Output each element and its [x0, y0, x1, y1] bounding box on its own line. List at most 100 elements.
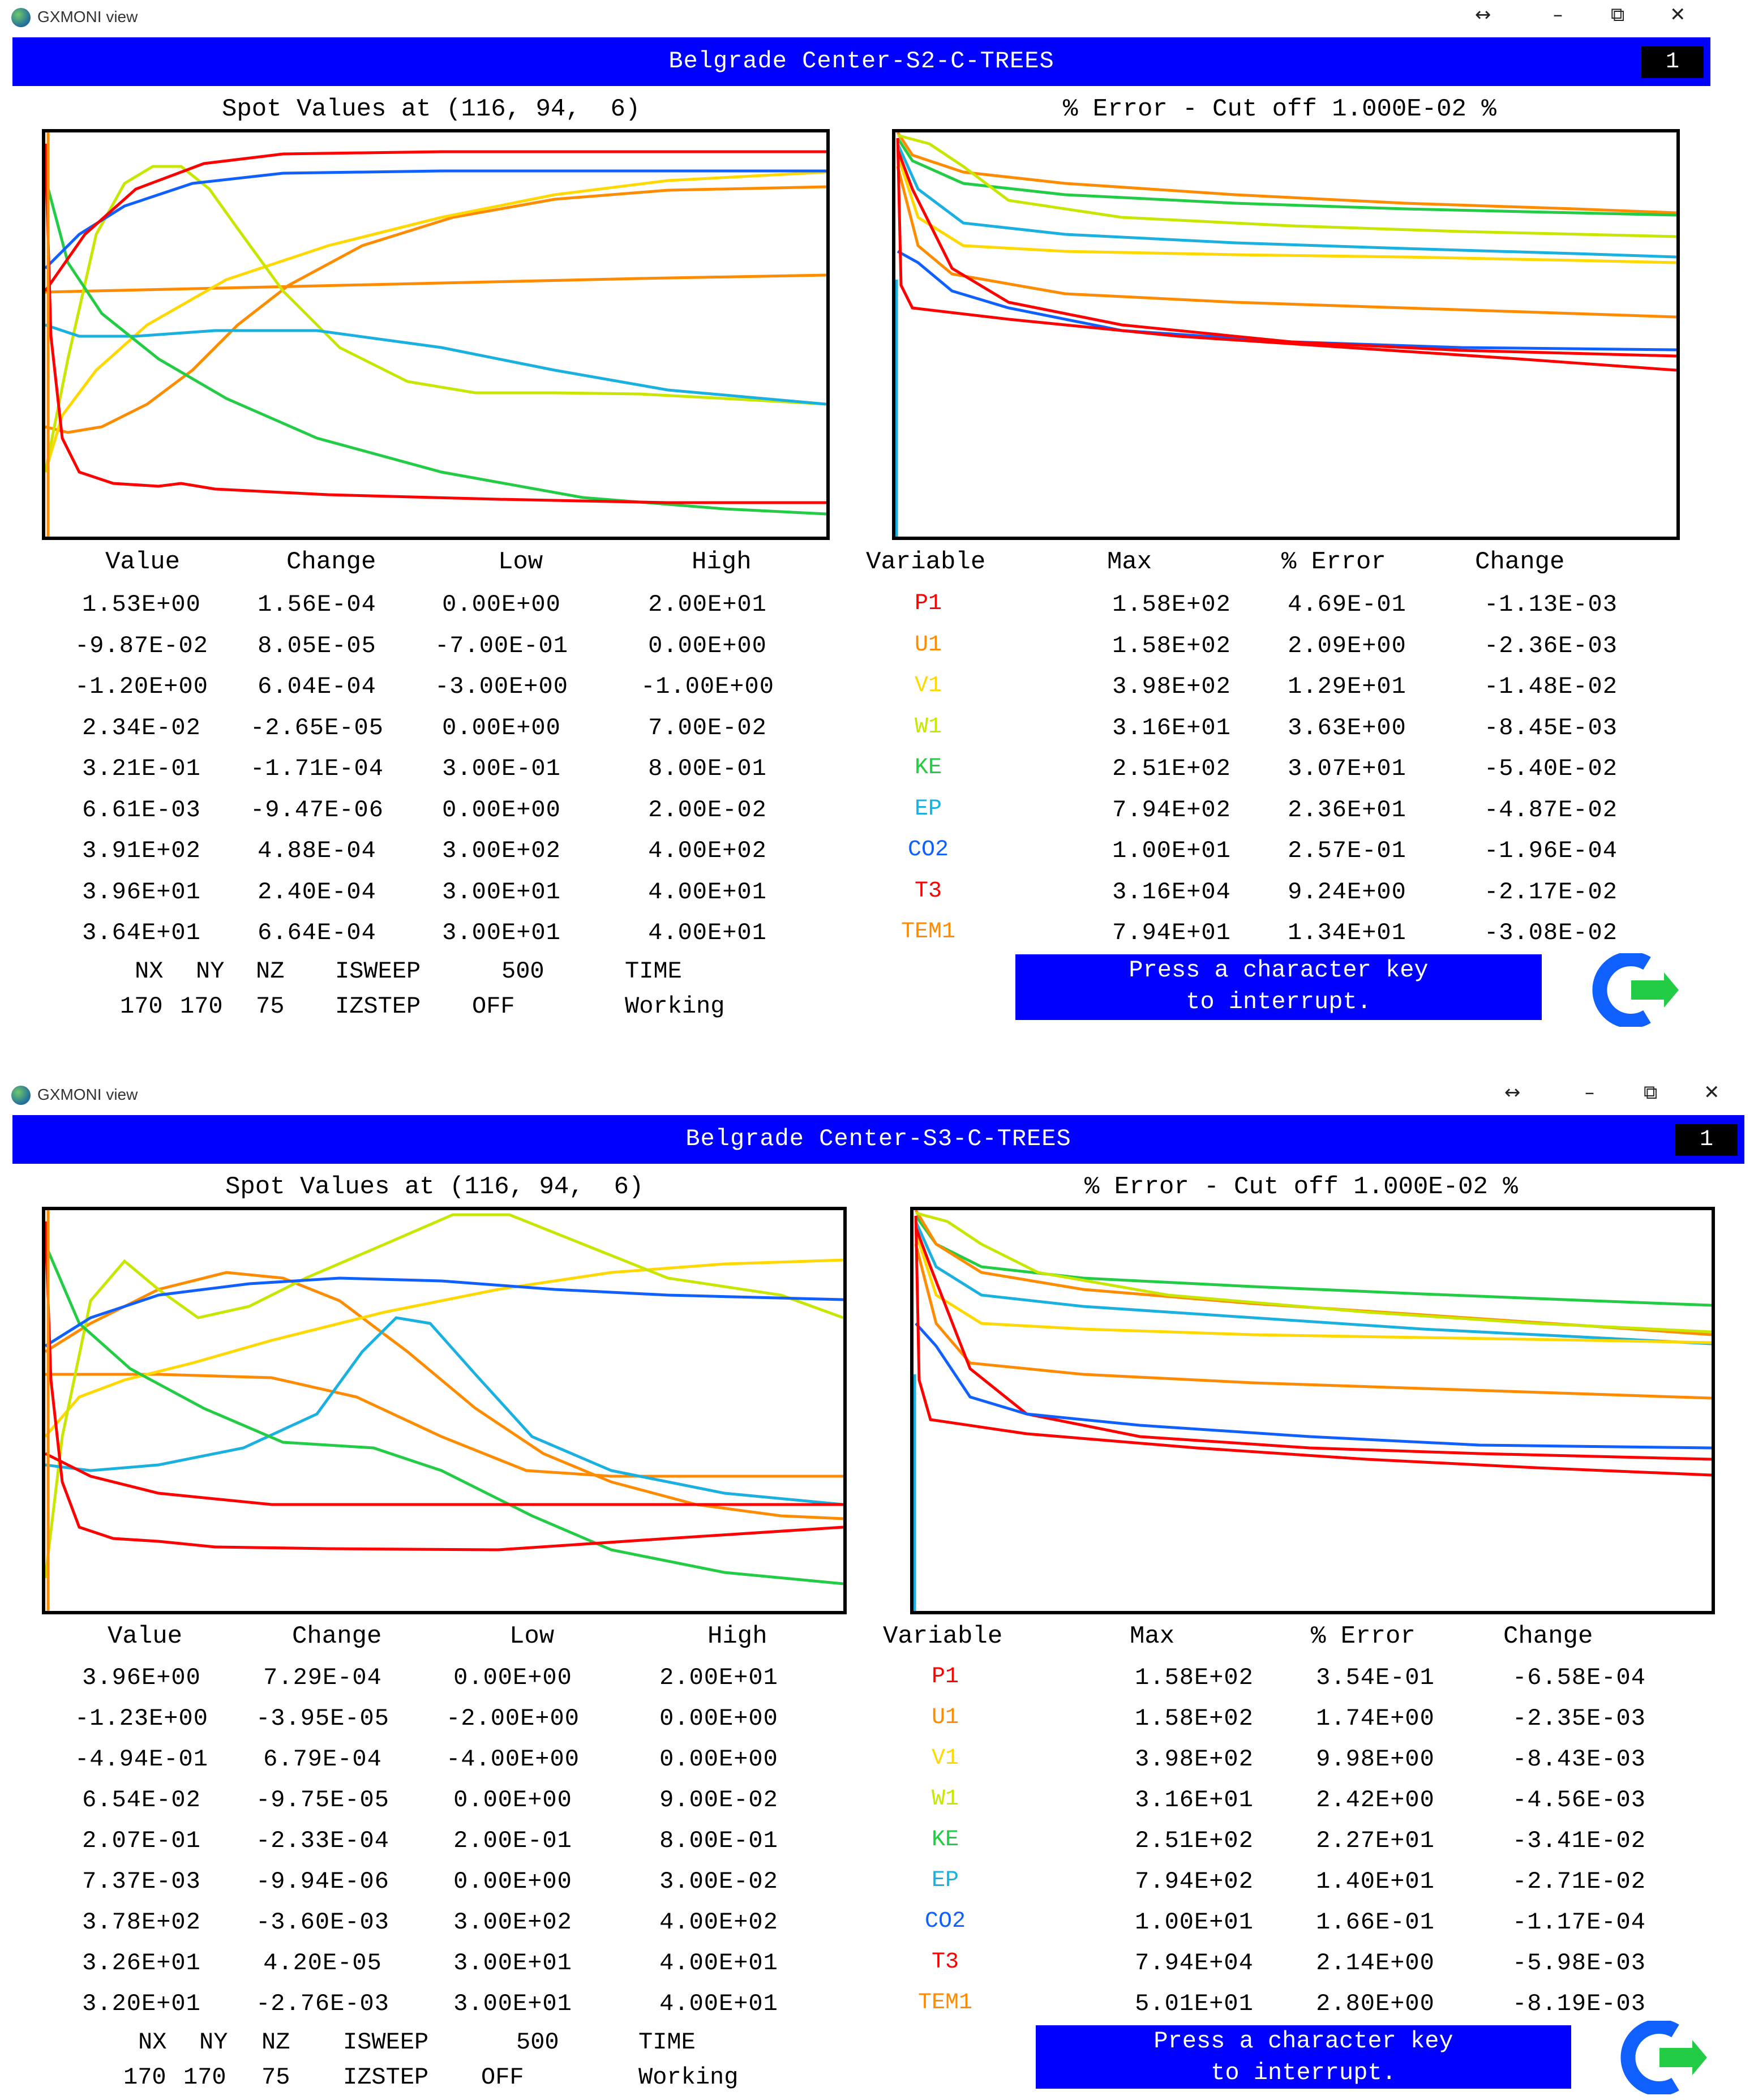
- cell-low: 3.00E+01: [442, 878, 561, 906]
- col-header-error: % Error: [1281, 548, 1386, 576]
- restore-button[interactable]: ⧉: [1644, 1081, 1658, 1104]
- spot-values-title: Spot Values at (116, 94, 6): [222, 95, 641, 123]
- variable-name: P1: [914, 591, 942, 616]
- series-line: [45, 1258, 843, 1438]
- cell-err: 9.24E+00: [1288, 878, 1406, 906]
- col-header-max: Max: [1130, 1622, 1175, 1651]
- cell-err: 2.57E-01: [1288, 837, 1406, 864]
- footer-label-sweeps: 500: [516, 2029, 559, 2056]
- cell-low: -2.00E+00: [446, 1705, 580, 1732]
- footer-label-time: TIME: [625, 958, 682, 985]
- variable-name: W1: [931, 1786, 959, 1812]
- cell-high: 8.00E-01: [659, 1827, 778, 1854]
- interrupt-line-1: Press a character key: [1129, 957, 1429, 984]
- title-bar: GXMONI view ↔ – ⧉ ✕: [0, 0, 1754, 36]
- cell-value: -9.87E-02: [75, 632, 208, 659]
- variable-name: T3: [931, 1949, 959, 1975]
- cell-max: 3.16E+04: [1112, 878, 1231, 906]
- run-title: Belgrade Center-S3-C-TREES: [685, 1125, 1071, 1152]
- cell-value: 3.96E+01: [82, 878, 201, 906]
- cell-err: 1.66E-01: [1316, 1909, 1435, 1936]
- cell-low: 0.00E+00: [442, 714, 561, 742]
- series-line: [914, 1244, 1712, 1400]
- cell-change: -2.65E-05: [250, 714, 384, 742]
- resize-icon[interactable]: ↔: [1475, 3, 1491, 26]
- series-line: [45, 1373, 843, 1478]
- variable-name: V1: [931, 1746, 959, 1771]
- cell-change: -2.33E-04: [256, 1827, 389, 1854]
- cell-max: 3.16E+01: [1135, 1786, 1254, 1814]
- cell-change: -9.75E-05: [256, 1786, 389, 1814]
- series-line: [896, 143, 1676, 259]
- cell-err: 2.27E+01: [1316, 1827, 1435, 1854]
- close-button[interactable]: ✕: [1670, 3, 1686, 26]
- minimize-button[interactable]: –: [1553, 3, 1563, 26]
- series-line: [914, 1215, 1712, 1307]
- cell-value: 3.20E+01: [82, 1990, 201, 2017]
- cell-echange: -8.45E-03: [1484, 714, 1618, 742]
- minimize-button[interactable]: –: [1585, 1081, 1594, 1104]
- variable-name: W1: [914, 714, 942, 740]
- cell-err: 9.98E+00: [1316, 1746, 1435, 1773]
- variable-name: KE: [931, 1827, 959, 1853]
- cell-high: 0.00E+00: [648, 632, 767, 659]
- footer-value-ny: 170: [183, 2064, 226, 2091]
- cell-max: 1.00E+01: [1112, 837, 1231, 864]
- cell-low: -3.00E+00: [435, 673, 568, 700]
- cell-value: 3.21E-01: [82, 755, 201, 782]
- interrupt-line-2: to interrupt.: [1186, 988, 1371, 1015]
- cell-low: 3.00E-01: [442, 755, 561, 782]
- series-line: [45, 1316, 843, 1506]
- app-icon: [11, 1086, 31, 1105]
- app-icon: [11, 8, 31, 27]
- cell-max: 3.98E+02: [1135, 1746, 1254, 1773]
- cell-value: 3.64E+01: [82, 919, 201, 946]
- footer-value-off: OFF: [481, 2064, 524, 2091]
- cell-echange: -1.48E-02: [1484, 673, 1618, 700]
- series-line: [45, 273, 826, 294]
- series-line: [45, 143, 826, 504]
- series-line: [45, 1452, 843, 1506]
- interrupt-panel[interactable]: Press a character key to interrupt.: [1036, 2025, 1571, 2089]
- cell-high: 4.00E+01: [648, 919, 767, 946]
- cell-high: 2.00E-02: [648, 796, 767, 824]
- cell-low: 3.00E+01: [453, 1949, 572, 1977]
- series-line: [914, 1227, 1712, 1461]
- cell-value: -1.20E+00: [75, 673, 208, 700]
- cell-err: 3.63E+00: [1288, 714, 1406, 742]
- footer-label-nx: NX: [135, 958, 164, 985]
- cell-value: 3.26E+01: [82, 1949, 201, 1977]
- cell-err: 3.54E-01: [1316, 1664, 1435, 1691]
- error-chart: [895, 132, 1676, 537]
- variable-name: EP: [931, 1868, 959, 1893]
- cell-change: -9.47E-06: [250, 796, 384, 824]
- series-line: [915, 1211, 1712, 1334]
- cell-max: 7.94E+02: [1135, 1868, 1254, 1895]
- close-button[interactable]: ✕: [1704, 1081, 1720, 1104]
- footer-value-izstep: IZSTEP: [335, 993, 421, 1020]
- cell-echange: -5.40E-02: [1484, 755, 1618, 782]
- cell-low: 3.00E+02: [442, 837, 561, 864]
- cell-high: 4.00E+02: [648, 837, 767, 864]
- col-header-change: Change: [292, 1622, 382, 1651]
- col-header-change: Change: [286, 548, 376, 576]
- cell-max: 3.16E+01: [1112, 714, 1231, 742]
- cell-max: 1.58E+02: [1135, 1705, 1254, 1732]
- cell-err: 4.69E-01: [1288, 591, 1406, 618]
- footer-value-ny: 170: [180, 993, 223, 1020]
- col-header-max: Max: [1107, 548, 1152, 576]
- col-header-value: Value: [105, 548, 181, 576]
- phoenics-logo-icon: [1620, 2021, 1707, 2094]
- cell-err: 2.14E+00: [1316, 1949, 1435, 1977]
- variable-name: TEM1: [900, 919, 955, 945]
- series-line: [896, 137, 1676, 217]
- col-header-high: High: [692, 548, 752, 576]
- cell-high: 4.00E+01: [648, 878, 767, 906]
- restore-button[interactable]: ⧉: [1611, 3, 1625, 26]
- cell-max: 1.58E+02: [1112, 632, 1231, 659]
- cell-value: 6.61E-03: [82, 796, 201, 824]
- series-line: [897, 134, 1676, 238]
- cell-echange: -2.17E-02: [1484, 878, 1618, 906]
- interrupt-panel[interactable]: Press a character key to interrupt.: [1015, 954, 1542, 1020]
- resize-icon[interactable]: ↔: [1504, 1081, 1521, 1104]
